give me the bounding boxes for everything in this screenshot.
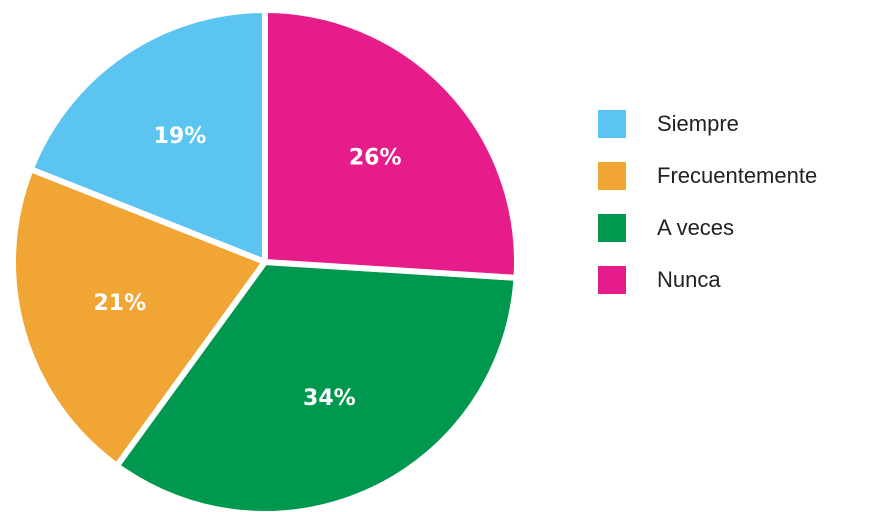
pie-slice	[27, 7, 268, 265]
value-label: 26%	[349, 145, 402, 170]
legend-swatch	[598, 162, 626, 190]
pie-slice	[262, 7, 520, 281]
legend-label: Nunca	[657, 267, 721, 292]
legend-label: A veces	[657, 215, 734, 240]
legend-label: Siempre	[657, 111, 739, 136]
pie-slice	[113, 259, 520, 512]
value-label: 21%	[93, 291, 146, 316]
legend-label: Frecuentemente	[657, 163, 817, 188]
legend-swatch	[598, 214, 626, 242]
legend-swatch	[598, 266, 626, 294]
legend-swatch	[598, 110, 626, 138]
value-label: 19%	[154, 124, 207, 149]
value-label: 34%	[303, 386, 356, 411]
pie-slice	[10, 166, 268, 469]
